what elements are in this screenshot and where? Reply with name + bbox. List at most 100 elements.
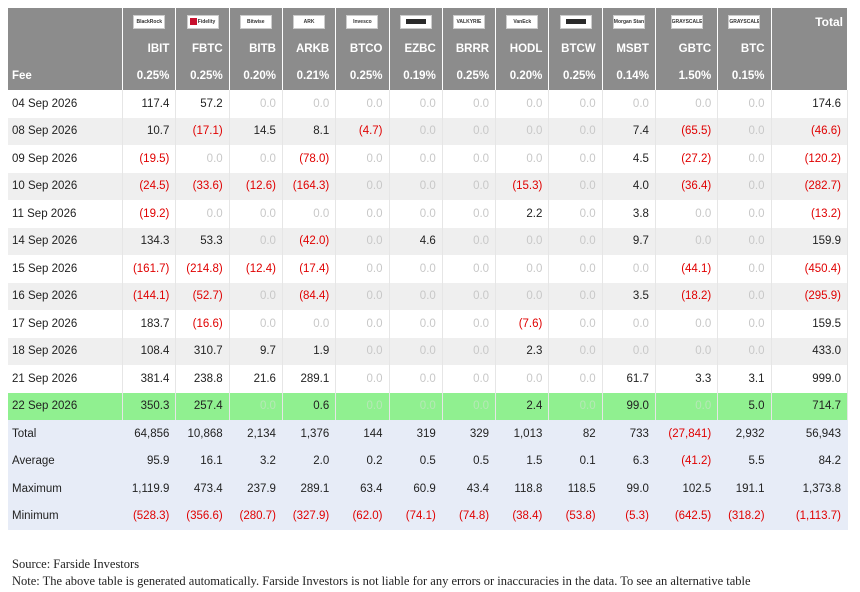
cell-btcw: 0.0	[548, 337, 603, 365]
cell-btc: 0.0	[717, 337, 772, 365]
fee-row: Fee 0.25% 0.25% 0.20% 0.21% 0.25% 0.19% 0.25% 0…	[8, 62, 849, 90]
ticker-arkb: ARKB	[282, 35, 337, 62]
summary-cell-ezbc: 319	[389, 420, 443, 448]
cell-msbt: 3.8	[602, 200, 656, 228]
cell-btc: 0.0	[717, 227, 772, 255]
summary-row-total: Total 64,856 10,868 2,134 1,376 144 319 329 1,01…	[8, 420, 849, 448]
summary-cell-btco: 0.2	[335, 447, 390, 475]
ticker-hodl: HODL	[495, 35, 550, 62]
summary-cell-fbtc: 16.1	[175, 447, 230, 475]
cell-arkb: 0.6	[282, 392, 337, 420]
logo-text: GRAYSCALE	[671, 18, 703, 25]
cell-brrr: 0.0	[442, 255, 497, 283]
cell-btc: 0.0	[717, 200, 772, 228]
cell-brrr: 0.0	[442, 90, 497, 118]
cell-ibit: (144.1)	[122, 282, 177, 310]
cell-ezbc: 0.0	[389, 172, 443, 200]
row-date: 18 Sep 2026	[8, 337, 124, 365]
fee-fbtc: 0.25%	[175, 62, 230, 90]
cell-fbtc: 0.0	[175, 200, 230, 228]
summary-cell-ibit: 1,119.9	[122, 475, 177, 503]
cell-bitb: 0.0	[229, 392, 283, 420]
cell-arkb: 8.1	[282, 117, 337, 145]
ticker-ezbc: EZBC	[389, 35, 443, 62]
logo-cell-bitb: Bitwise	[229, 8, 283, 35]
cell-msbt: 7.4	[602, 117, 656, 145]
row-date: 16 Sep 2026	[8, 282, 124, 310]
summary-cell-fbtc: (356.6)	[175, 502, 230, 530]
logo-cell-msbt: Morgan Stanley	[602, 8, 656, 35]
cell-btco: 0.0	[335, 392, 390, 420]
cell-brrr: 0.0	[442, 200, 497, 228]
row-date: 22 Sep 2026	[8, 392, 124, 420]
cell-btco: 0.0	[335, 255, 390, 283]
cell-btc: 0.0	[717, 282, 772, 310]
summary-cell-btco: 144	[335, 420, 390, 448]
cell-btcw: 0.0	[548, 310, 603, 338]
table-row: 14 Sep 2026 134.3 53.3 0.0 (42.0) 0.0 4.6 0.0 0.…	[8, 227, 849, 255]
cell-brrr: 0.0	[442, 310, 497, 338]
cell-btc: 0.0	[717, 117, 772, 145]
cell-total: (282.7)	[771, 172, 849, 200]
cell-total: (46.6)	[771, 117, 849, 145]
summary-cell-gbtc: (27,841)	[655, 420, 719, 448]
ticker-fbtc: FBTC	[175, 35, 230, 62]
summary-label: Average	[8, 447, 124, 475]
logo-cell-btco: Invesco	[335, 8, 390, 35]
cell-msbt: 99.0	[602, 392, 656, 420]
summary-cell-ezbc: 0.5	[389, 447, 443, 475]
table-row: 21 Sep 2026 381.4 238.8 21.6 289.1 0.0 0.0 0.0 0…	[8, 365, 849, 393]
note-text: Note: The above table is generated autom…	[12, 574, 751, 588]
cell-bitb: 0.0	[229, 90, 283, 118]
cell-brrr: 0.0	[442, 392, 497, 420]
logo-text: Fidelity	[197, 18, 216, 25]
cell-hodl: 0.0	[495, 90, 550, 118]
fee-label: Fee	[8, 62, 124, 90]
logo-mark-icon	[565, 18, 586, 24]
table-row: 17 Sep 2026 183.7 (16.6) 0.0 0.0 0.0 0.0 0.0 (7.…	[8, 310, 849, 338]
table-row: 11 Sep 2026 (19.2) 0.0 0.0 0.0 0.0 0.0 0.0 2.2 0.…	[8, 200, 849, 228]
cell-ibit: 10.7	[122, 117, 177, 145]
cell-arkb: 0.0	[282, 90, 337, 118]
table-row: 10 Sep 2026 (24.5) (33.6) (12.6) (164.3) 0.0 0…	[8, 172, 849, 200]
summary-cell-fbtc: 473.4	[175, 475, 230, 503]
cell-brrr: 0.0	[442, 172, 497, 200]
bitb-logo-icon: Bitwise	[239, 14, 272, 29]
cell-ibit: 108.4	[122, 337, 177, 365]
logo-cell-fbtc: Fidelity	[175, 8, 230, 35]
cell-gbtc: 0.0	[655, 310, 719, 338]
summary-cell-msbt: 733	[602, 420, 656, 448]
fee-bitb: 0.20%	[229, 62, 283, 90]
summary-cell-brrr: 43.4	[442, 475, 497, 503]
cell-brrr: 0.0	[442, 145, 497, 173]
ticker-total-blank	[771, 35, 849, 62]
logo-text: Morgan Stanley	[613, 18, 645, 25]
summary-row-average: Average 95.9 16.1 3.2 2.0 0.2 0.5 0.5 1.5 0.1 6.3(…	[8, 447, 849, 475]
cell-btc: 0.0	[717, 172, 772, 200]
cell-btc: 5.0	[717, 392, 772, 420]
cell-bitb: 14.5	[229, 117, 283, 145]
cell-msbt: 4.5	[602, 145, 656, 173]
summary-cell-ibit: (528.3)	[122, 502, 177, 530]
cell-brrr: 0.0	[442, 282, 497, 310]
cell-ezbc: 0.0	[389, 282, 443, 310]
fee-arkb: 0.21%	[282, 62, 337, 90]
cell-ezbc: 0.0	[389, 365, 443, 393]
fee-total-blank	[771, 62, 849, 90]
summary-cell-ibit: 64,856	[122, 420, 177, 448]
summary-cell-bitb: 2,134	[229, 420, 283, 448]
summary-cell-arkb: (327.9)	[282, 502, 337, 530]
summary-row-minimum: Minimum (528.3) (356.6) (280.7) (327.9) (62.0…	[8, 502, 849, 530]
cell-gbtc: 0.0	[655, 337, 719, 365]
cell-gbtc: (44.1)	[655, 255, 719, 283]
cell-btcw: 0.0	[548, 227, 603, 255]
summary-cell-bitb: 237.9	[229, 475, 283, 503]
summary-cell-btco: 63.4	[335, 475, 390, 503]
ezbc-logo-icon	[399, 14, 432, 29]
cell-arkb: (17.4)	[282, 255, 337, 283]
cell-bitb: 21.6	[229, 365, 283, 393]
cell-gbtc: (65.5)	[655, 117, 719, 145]
ticker-btco: BTCO	[335, 35, 390, 62]
summary-cell-total: 56,943	[771, 420, 849, 448]
cell-gbtc: (18.2)	[655, 282, 719, 310]
